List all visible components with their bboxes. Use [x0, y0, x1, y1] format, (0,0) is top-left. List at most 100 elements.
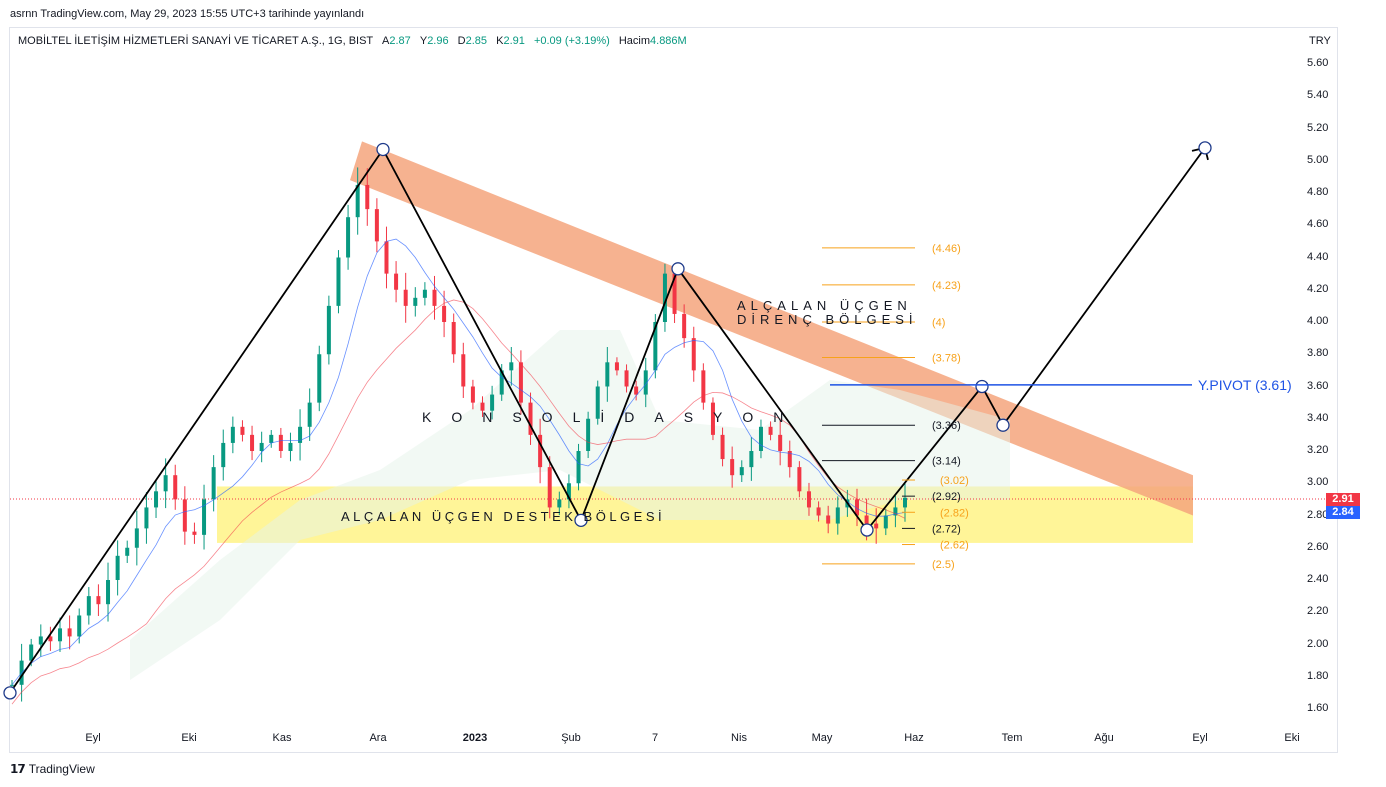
- candle-body: [768, 426, 773, 435]
- secondary-price-badge: 2.84: [1326, 506, 1360, 519]
- x-tick-label: Nis: [731, 732, 747, 744]
- candle-body: [605, 362, 610, 387]
- candle-body: [586, 418, 591, 451]
- candle-body: [29, 644, 34, 661]
- candle-body: [230, 426, 235, 443]
- x-tick-label: Şub: [561, 732, 581, 744]
- candle-body: [48, 636, 53, 642]
- y-tick-label: 4.60: [1307, 218, 1329, 231]
- x-tick-label: May: [811, 732, 833, 744]
- candle-body: [96, 596, 101, 605]
- candle-body: [355, 184, 360, 218]
- candle-body: [451, 322, 456, 355]
- candle-body: [874, 523, 879, 529]
- pattern-point-marker: [3, 686, 17, 700]
- candle-body: [365, 184, 370, 210]
- x-tick-label: Eyl: [1192, 732, 1208, 744]
- y-tick-label: 2.20: [1307, 605, 1329, 618]
- candle-body: [144, 507, 149, 529]
- fib-level-label: (3.14): [932, 456, 961, 468]
- close-label: K: [496, 35, 504, 47]
- candle-body: [499, 370, 504, 395]
- pattern-point-marker: [671, 262, 685, 276]
- y-tick-label: 3.60: [1307, 379, 1329, 392]
- footer-branding: 𝟭𝟳 TradingView: [10, 762, 95, 776]
- candle-body: [710, 402, 715, 435]
- ma-slow-line: [11, 299, 906, 705]
- candle-body: [38, 636, 43, 645]
- x-tick-label: 7: [651, 732, 659, 744]
- y-tick-label: 3.00: [1307, 476, 1329, 489]
- high-value: 2.96: [427, 35, 449, 47]
- y-tick-label: 2.40: [1307, 573, 1329, 585]
- x-tick-label: Eki: [1284, 732, 1300, 744]
- pattern-point-marker: [574, 513, 588, 527]
- ma-fast-line: [11, 238, 906, 686]
- candle-body: [634, 386, 639, 395]
- pattern-point-marker: [996, 418, 1010, 432]
- resistance-zone-label-line2: DİRENÇ BÖLGESİ: [737, 312, 918, 327]
- candle-body: [816, 507, 821, 516]
- candle-body: [739, 467, 744, 476]
- candle-body: [682, 313, 687, 339]
- candle-body: [173, 475, 178, 500]
- candle-body: [490, 394, 495, 411]
- fib-level-label: (2.92): [932, 491, 961, 503]
- candle-body: [86, 596, 91, 616]
- candle-body: [864, 515, 869, 524]
- candle-body: [557, 499, 562, 508]
- candle-body: [307, 402, 312, 427]
- y-tick-label: 3.20: [1307, 444, 1329, 456]
- candle-body: [672, 273, 677, 314]
- candle-body: [326, 305, 331, 355]
- ichimoku-cloud: [130, 330, 1010, 680]
- candle-body: [614, 362, 619, 371]
- x-tick-label: 2023: [462, 732, 488, 744]
- candle-body: [595, 386, 600, 419]
- candle-body: [576, 451, 581, 484]
- change-value: +0.09 (+3.19%): [533, 35, 610, 47]
- pivot-label: Y.PIVOT (3.61): [1198, 377, 1292, 393]
- candle-body: [240, 426, 245, 435]
- candle-body: [509, 362, 514, 371]
- candle-body: [547, 467, 552, 508]
- candle-body: [883, 515, 888, 529]
- candle-body: [298, 426, 303, 443]
- chart-legend: MOBİLTEL İLETİŞİM HİZMETLERİ SANAYİ VE T…: [18, 35, 687, 47]
- candle-body: [624, 370, 629, 387]
- close-value: 2.91: [503, 35, 525, 47]
- chart-frame[interactable]: [9, 27, 1338, 753]
- y-tick-label: 5.60: [1307, 57, 1329, 69]
- candle-body: [826, 515, 831, 524]
- y-tick-label: 2.80: [1307, 508, 1329, 521]
- candle-body: [106, 580, 111, 605]
- candle-body: [394, 273, 399, 290]
- candle-body: [403, 289, 408, 306]
- fib-level-label: (4.23): [932, 280, 961, 292]
- candle-body: [470, 386, 475, 403]
- fib-level-label: (2.62): [940, 540, 969, 552]
- y-tick-label: 4.00: [1307, 315, 1329, 327]
- y-tick-label: 4.80: [1307, 186, 1329, 198]
- volume-value: 4.886M: [650, 35, 687, 47]
- x-tick-label: Tem: [1001, 732, 1023, 744]
- candle-body: [797, 467, 802, 492]
- candle-body: [163, 475, 168, 492]
- x-tick-label: Ağu: [1094, 732, 1114, 744]
- candle-body: [346, 217, 351, 258]
- y-tick-label: 1.80: [1307, 669, 1329, 682]
- candle-body: [854, 499, 859, 516]
- candle-body: [835, 507, 840, 524]
- fib-level-label: (3.36): [932, 420, 961, 432]
- y-tick-label: 3.80: [1307, 347, 1329, 360]
- fib-level-label: (2.5): [932, 559, 955, 571]
- candle-body: [538, 434, 543, 468]
- support-zone-label: ALÇALAN ÜÇGEN DESTEK BÖLGESİ: [341, 509, 665, 524]
- candle-body: [691, 338, 696, 371]
- low-value: 2.85: [465, 35, 488, 47]
- candle-body: [643, 370, 648, 395]
- candle-body: [269, 434, 274, 443]
- candle-body: [134, 528, 139, 548]
- candle-body: [250, 434, 255, 451]
